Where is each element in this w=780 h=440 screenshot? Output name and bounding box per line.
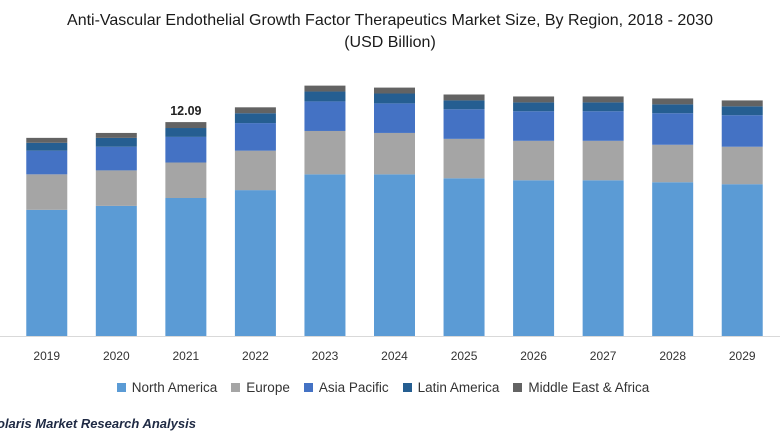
bar-segment-2022-3: [234, 113, 276, 124]
bar-stack-2019: [26, 137, 68, 336]
legend-label-4: Middle East & Africa: [528, 380, 650, 395]
x-tick-label-2023: 2023: [312, 349, 339, 363]
bar-stack-2024: [374, 87, 415, 336]
legend-item-4: Middle East & Africa: [513, 380, 649, 395]
bar-segment-2026-4: [513, 96, 555, 103]
bar-segment-2025-4: [443, 94, 485, 101]
legend-swatch-3: [402, 383, 412, 392]
bar-stack-2027: [582, 96, 624, 336]
bar-segment-2021-1: [165, 162, 207, 198]
bar-segment-2028-3: [652, 104, 694, 114]
bar-segment-2019-3: [26, 142, 68, 151]
bar-segment-2020-1: [95, 170, 137, 206]
bar-segment-2028-2: [652, 113, 694, 145]
bar-segment-2021-4: [165, 122, 207, 129]
x-tick-label-2026: 2026: [520, 349, 547, 363]
x-tick-label-2025: 2025: [451, 349, 478, 363]
bar-segment-2020-4: [95, 132, 137, 138]
legend-item-2: Asia Pacific: [303, 380, 389, 395]
bar-stack-2028: [652, 98, 694, 336]
bar-segment-2029-3: [721, 106, 763, 116]
bar-segment-2020-2: [95, 146, 137, 171]
bar-segment-2026-2: [513, 111, 555, 141]
bar-segment-2028-1: [652, 144, 694, 183]
bar-segment-2024-3: [374, 93, 415, 104]
bar-segment-2021-3: [165, 128, 207, 137]
bar-segment-2021-0: [165, 198, 207, 336]
bar-segment-2029-0: [721, 184, 763, 336]
legend-item-3: Latin America: [402, 380, 500, 395]
chart-title: Anti-Vascular Endothelial Growth Factor …: [0, 10, 780, 54]
bar-segment-2025-2: [443, 109, 485, 139]
bar-segment-2021-2: [165, 136, 207, 163]
chart-title-line1: Anti-Vascular Endothelial Growth Factor …: [67, 12, 713, 29]
legend-swatch-2: [303, 383, 313, 392]
bar-segment-2020-0: [95, 205, 137, 336]
chart-legend: North America Europe Asia Pacific Latin Ame…: [0, 380, 780, 395]
bar-segment-2025-0: [443, 178, 485, 336]
bar-segment-2027-1: [582, 140, 624, 181]
bar-stack-2023: [304, 85, 346, 336]
bar-segment-2023-1: [304, 130, 346, 175]
x-tick-label-2019: 2019: [33, 349, 60, 363]
legend-item-1: Europe: [231, 380, 290, 395]
bar-segment-2019-0: [26, 209, 68, 336]
bar-segment-2022-1: [234, 150, 276, 191]
bar-segment-2026-1: [513, 140, 555, 181]
legend-label-3: Latin America: [417, 380, 500, 395]
bar-segment-2028-0: [652, 182, 694, 336]
bar-segment-2028-4: [652, 98, 694, 105]
x-tick-label-2021: 2021: [173, 349, 200, 363]
bar-segment-2024-1: [374, 132, 415, 175]
bar-segment-2024-2: [374, 103, 415, 133]
x-tick-label-2024: 2024: [381, 349, 408, 363]
legend-label-1: Europe: [246, 380, 290, 395]
data-label-2021: 12.09: [170, 104, 201, 118]
legend-label-0: North America: [131, 380, 218, 395]
bar-segment-2026-0: [513, 180, 555, 336]
legend-label-2: Asia Pacific: [318, 380, 389, 395]
bar-segment-2026-3: [513, 102, 555, 112]
x-tick-label-2020: 2020: [103, 349, 130, 363]
chart-title-line2: (USD Billion): [344, 34, 436, 51]
bar-segment-2029-1: [721, 146, 763, 185]
bar-segment-2025-1: [443, 138, 485, 179]
bar-stack-2025: [443, 94, 485, 336]
legend-swatch-0: [116, 383, 126, 392]
bar-segment-2023-3: [304, 91, 346, 102]
bar-stack-2029: [721, 100, 763, 336]
legend-swatch-1: [231, 383, 241, 392]
bar-stack-2020: [95, 132, 137, 336]
bar-segment-2025-3: [443, 100, 485, 110]
bar-segment-2019-4: [26, 137, 68, 143]
source-credit: olaris Market Research Analysis: [0, 416, 196, 431]
bar-segment-2019-2: [26, 150, 68, 175]
bar-segment-2019-1: [26, 174, 68, 210]
bar-segment-2022-2: [234, 123, 276, 151]
bar-segment-2027-2: [582, 111, 624, 141]
stacked-bar-chart: 2019 2020 2021 12.09 2022 2023 2024 2025 2026 202…: [0, 85, 780, 363]
bar-segment-2027-0: [582, 180, 624, 336]
bar-stack-2022: [234, 107, 276, 336]
x-tick-label-2027: 2027: [590, 349, 617, 363]
bar-segment-2029-4: [721, 100, 763, 107]
bar-segment-2029-2: [721, 115, 763, 147]
bar-segment-2023-4: [304, 85, 346, 92]
bar-stack-2021: [165, 122, 207, 336]
legend-item-0: North America: [116, 380, 218, 395]
x-tick-label-2029: 2029: [729, 349, 756, 363]
legend-swatch-4: [513, 383, 523, 392]
bar-segment-2022-4: [234, 107, 276, 114]
bar-segment-2023-0: [304, 174, 346, 336]
bar-segment-2024-0: [374, 174, 415, 336]
bar-segment-2027-3: [582, 102, 624, 112]
x-tick-label-2028: 2028: [659, 349, 686, 363]
bar-segment-2024-4: [374, 87, 415, 94]
bar-segment-2023-2: [304, 101, 346, 131]
bar-segment-2022-0: [234, 190, 276, 336]
bar-segment-2020-3: [95, 137, 137, 147]
x-tick-label-2022: 2022: [242, 349, 269, 363]
bar-stack-2026: [513, 96, 555, 336]
bar-segment-2027-4: [582, 96, 624, 103]
